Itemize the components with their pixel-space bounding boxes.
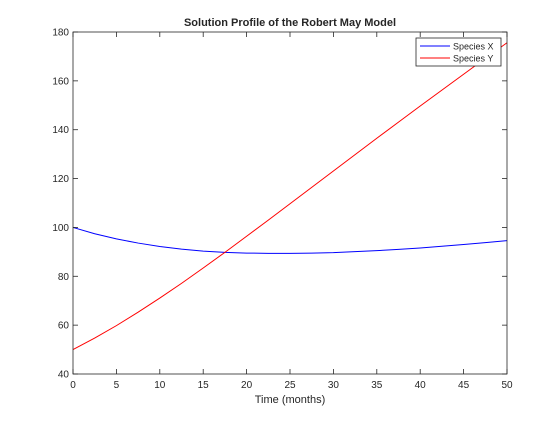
legend: Species X Species Y	[415, 37, 502, 67]
x-tick-label: 40	[415, 380, 427, 391]
axes-layer: 0 5 10 15 20 25 30 35 40 45 50 40 60 80 100 120 140 160 18…	[52, 28, 513, 392]
y-tick-label: 100	[52, 223, 69, 234]
x-tick-label: 0	[70, 380, 76, 391]
x-tick-label: 20	[241, 380, 253, 391]
x-tick-label: 25	[284, 380, 296, 391]
x-tick-label: 15	[198, 380, 210, 391]
y-tick-label: 160	[52, 76, 69, 87]
x-tick-label: 5	[114, 380, 120, 391]
x-tick-label: 45	[458, 380, 470, 391]
x-tick-label: 50	[501, 380, 513, 391]
y-tick-label: 60	[58, 321, 70, 332]
plot-area	[73, 32, 507, 374]
x-axis-label: Time (months)	[255, 394, 326, 406]
legend-label-2: Species Y	[453, 54, 493, 64]
legend-box	[415, 37, 502, 67]
y-tick-label: 40	[58, 370, 70, 381]
y-tick-label: 120	[52, 174, 69, 185]
y-tick-label: 180	[52, 28, 69, 39]
y-tick-label: 140	[52, 125, 69, 136]
x-tick-label: 35	[371, 380, 383, 391]
series-line-2	[72, 42, 508, 351]
chart-title: Solution Profile of the Robert May Model	[184, 17, 396, 29]
legend-label-1: Species X	[453, 42, 494, 52]
x-tick-label: 30	[328, 380, 340, 391]
x-tick-label: 10	[154, 380, 166, 391]
series-layer	[72, 42, 508, 351]
series-line-1	[72, 226, 508, 254]
y-tick-label: 80	[58, 272, 70, 283]
